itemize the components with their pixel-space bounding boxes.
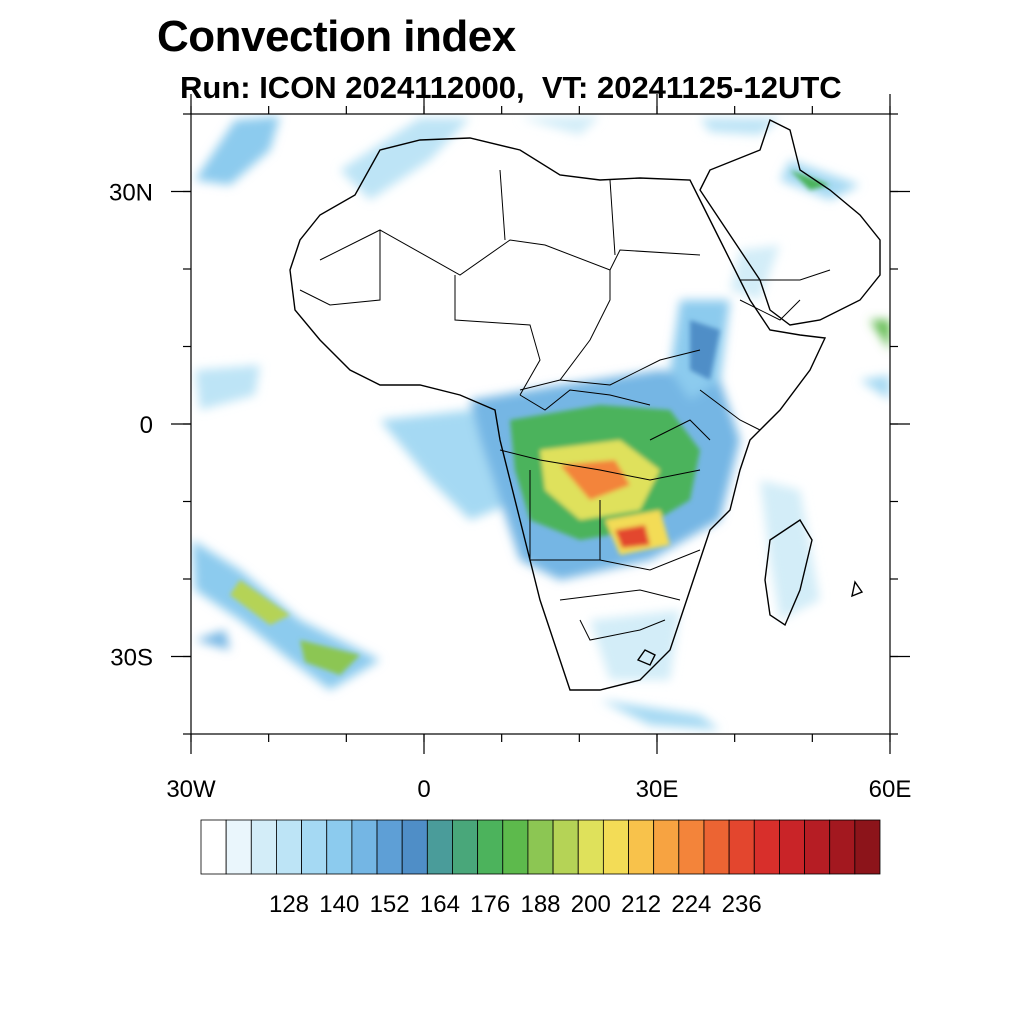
colorbar-bin: [753, 819, 780, 875]
colorbar-bin: [351, 819, 378, 875]
colorbar-bin: [301, 819, 328, 875]
colorbar-label: 164: [420, 891, 460, 918]
colorbar-label: 200: [571, 891, 611, 918]
colorbar-bin: [527, 819, 554, 875]
colorbar-label: 224: [671, 891, 711, 918]
colorbar-bin: [276, 819, 302, 875]
colorbar: [200, 819, 881, 875]
colorbar-label: 152: [370, 891, 410, 918]
colorbar-bin: [829, 819, 856, 875]
colorbar-bin: [477, 819, 504, 875]
colorbar-bin: [250, 819, 277, 875]
colorbar-bin: [653, 819, 680, 875]
colorbar-bin: [552, 819, 579, 875]
chart-subtitle: Run: ICON 2024112000, VT: 20241125-12UTC: [180, 70, 842, 105]
colorbar-bin: [200, 819, 227, 875]
colorbar-bin: [854, 819, 881, 875]
colorbar-bin: [703, 819, 730, 875]
colorbar-bin: [678, 819, 705, 875]
lat-tick-label: 0: [140, 412, 153, 439]
colorbar-label: 128: [269, 891, 309, 918]
colorbar-label: 188: [520, 891, 560, 918]
lon-tick-label: 30E: [636, 776, 679, 803]
chart-title: Convection index: [157, 12, 516, 61]
colorbar-label: 212: [621, 891, 661, 918]
colorbar-label: 176: [470, 891, 510, 918]
country-borders: [299, 169, 831, 641]
colorbar-bin: [502, 819, 529, 875]
colorbar-bin: [225, 819, 252, 875]
colorbar-bin: [426, 819, 453, 875]
lon-tick-label: 0: [417, 776, 430, 803]
colorbar-bin: [452, 819, 479, 875]
lat-tick-label: 30S: [110, 645, 153, 672]
colorbar-bin: [577, 819, 604, 875]
axis-ticks: [171, 94, 910, 754]
colorbar-bin: [401, 819, 428, 875]
convection-field: [192, 116, 890, 730]
field-intense-layer: [230, 170, 830, 675]
colorbar-bin: [804, 819, 831, 875]
colorbar-bin: [728, 819, 755, 875]
lon-tick-label: 60E: [869, 776, 912, 803]
colorbar-label: 140: [319, 891, 359, 918]
colorbar-labels: 128 140 152 164 176 188 200 212 224 236: [269, 891, 762, 918]
lon-tick-label: 30W: [166, 776, 216, 803]
colorbar-bin: [779, 819, 805, 875]
colorbar-label: 236: [722, 891, 762, 918]
axis-tick-labels: 30W 0 30E 60E 30N 0 30S: [109, 180, 911, 804]
lat-tick-label: 30N: [109, 180, 153, 207]
colorbar-bin: [326, 819, 353, 875]
colorbar-bin: [628, 819, 655, 875]
colorbar-bin: [376, 819, 403, 875]
coastlines: [289, 119, 881, 691]
colorbar-bin: [602, 819, 629, 875]
